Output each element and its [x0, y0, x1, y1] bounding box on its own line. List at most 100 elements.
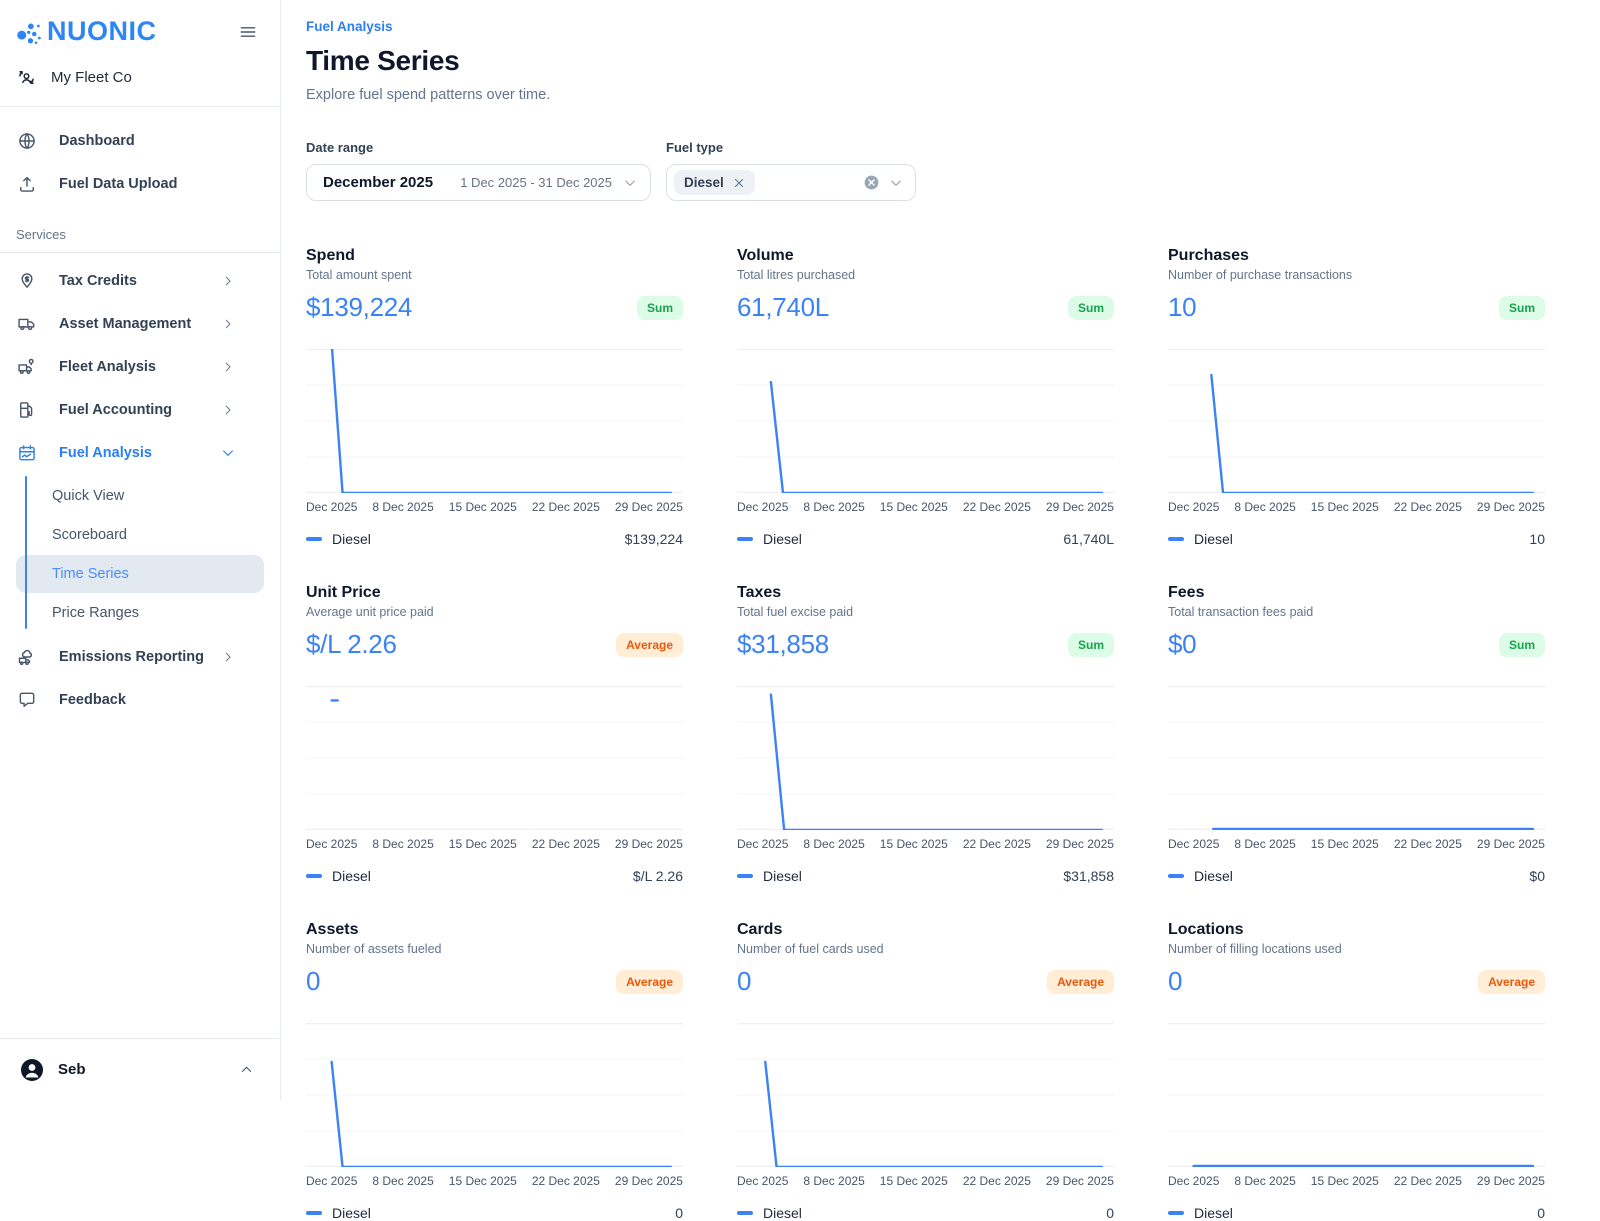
sidebar-subitem-price-ranges[interactable]: Price Ranges: [52, 605, 140, 621]
metric-cards-grid: Spend Total amount spent $139,224 Sum De…: [306, 247, 1600, 1221]
chevron-up-icon: [239, 1062, 254, 1077]
x-axis-tick: Dec 2025: [737, 500, 789, 514]
x-axis-ticks: Dec 2025 8 Dec 2025 15 Dec 2025 22 Dec 2025…: [1168, 1174, 1545, 1188]
x-axis-tick: Dec 2025: [737, 1174, 789, 1188]
main-content: Fuel Analysis Time Series Explore fuel s…: [281, 0, 1600, 1221]
x-axis-tick: Dec 2025: [1168, 1174, 1220, 1188]
sidebar-item-fuel-analysis[interactable]: Fuel Analysis: [0, 431, 280, 474]
x-axis-tick: Dec 2025: [306, 1174, 358, 1188]
pump-icon: [16, 400, 38, 420]
org-switcher[interactable]: My Fleet Co: [0, 59, 280, 106]
legend-series-label: Diesel: [1194, 868, 1233, 884]
sidebar-item-asset-management[interactable]: Asset Management: [0, 302, 280, 345]
sidebar-subitem-quick-view[interactable]: Quick View: [52, 488, 125, 504]
line-chart: [737, 349, 1114, 493]
x-axis-ticks: Dec 2025 8 Dec 2025 15 Dec 2025 22 Dec 2025…: [1168, 837, 1545, 851]
tax-credits-icon: [16, 271, 38, 291]
page-title: Time Series: [306, 45, 460, 76]
fuel-type-chip[interactable]: Diesel: [674, 170, 755, 195]
x-axis-tick: 22 Dec 2025: [531, 1174, 600, 1188]
x-axis-tick: 29 Dec 2025: [614, 500, 683, 514]
card-title: Cards: [737, 921, 783, 938]
chevron-down-icon: [888, 175, 904, 191]
sidebar-item-label: Feedback: [59, 691, 126, 708]
x-axis-tick: 29 Dec 2025: [1476, 837, 1545, 851]
sidebar-subitem-time-series[interactable]: Time Series: [16, 555, 264, 593]
sidebar-nav-top: Dashboard Fuel Data Upload: [0, 107, 280, 205]
fuel-type-select[interactable]: Diesel: [666, 164, 916, 201]
x-axis-tick: 22 Dec 2025: [531, 837, 600, 851]
x-axis-tick: 29 Dec 2025: [1045, 500, 1114, 514]
chart-legend: Diesel $/L 2.26: [306, 868, 683, 884]
sidebar-item-emissions-reporting[interactable]: Emissions Reporting: [0, 635, 280, 678]
card-subtitle: Total fuel excise paid: [737, 605, 854, 619]
sidebar-item-label: Fuel Accounting: [59, 401, 173, 418]
chevron-right-icon: [217, 274, 239, 288]
x-axis-tick: 8 Dec 2025: [803, 1174, 865, 1188]
sidebar-item-dashboard[interactable]: Dashboard: [0, 119, 280, 162]
legend-series-value: $31,858: [1063, 868, 1114, 884]
x-axis-tick: 8 Dec 2025: [803, 500, 865, 514]
clear-all-icon[interactable]: [864, 175, 879, 190]
sidebar-submenu: Quick View Scoreboard Time Series Price Ran…: [0, 474, 280, 635]
legend-series-dash: [1168, 537, 1184, 541]
chart-legend: Diesel 61,740L: [737, 531, 1114, 547]
chart-legend: Diesel $0: [1168, 868, 1545, 884]
line-chart: [737, 1023, 1114, 1167]
logo-text: NUONIC: [47, 16, 157, 46]
sidebar-item-fuel-data-upload[interactable]: Fuel Data Upload: [0, 162, 280, 205]
sidebar-item-label: Tax Credits: [59, 272, 137, 289]
sidebar-item-fleet-analysis[interactable]: Fleet Analysis: [0, 345, 280, 388]
x-axis-tick: 8 Dec 2025: [1234, 500, 1296, 514]
x-axis-ticks: Dec 2025 8 Dec 2025 15 Dec 2025 22 Dec 2025…: [306, 837, 683, 851]
x-axis-ticks: Dec 2025 8 Dec 2025 15 Dec 2025 22 Dec 2025…: [737, 1174, 1114, 1188]
user-name: Seb: [58, 1061, 86, 1078]
card-value: 0: [1168, 966, 1183, 996]
x-axis-tick: Dec 2025: [1168, 500, 1220, 514]
sidebar-item-tax-credits[interactable]: Tax Credits: [0, 259, 280, 302]
hamburger-menu-icon[interactable]: [238, 22, 258, 42]
x-axis-tick: 15 Dec 2025: [879, 500, 948, 514]
chevron-down-icon: [622, 175, 638, 191]
card-title: Taxes: [737, 584, 782, 601]
metric-card-taxes: Taxes Total fuel excise paid $31,858 Sum…: [737, 584, 1114, 884]
legend-series-dash: [737, 1211, 753, 1215]
chip-remove-icon[interactable]: [733, 177, 745, 189]
x-axis-tick: 8 Dec 2025: [803, 837, 865, 851]
aggregation-badge: Average: [616, 970, 683, 994]
sidebar-item-fuel-accounting[interactable]: Fuel Accounting: [0, 388, 280, 431]
logo-row: NUONIC: [0, 0, 280, 59]
legend-series-dash: [1168, 1211, 1184, 1215]
x-axis-tick: 22 Dec 2025: [1393, 500, 1462, 514]
sidebar-services-nav: Tax Credits Asset Management Fleet Analysi…: [0, 253, 280, 721]
card-title: Assets: [306, 921, 359, 938]
chart-legend: Diesel $139,224: [306, 531, 683, 547]
x-axis-tick: 8 Dec 2025: [372, 500, 434, 514]
line-chart: [737, 686, 1114, 830]
x-axis-tick: 29 Dec 2025: [1476, 500, 1545, 514]
sidebar-item-feedback[interactable]: Feedback: [0, 678, 280, 721]
metric-card-unit-price: Unit Price Average unit price paid $/L 2…: [306, 584, 683, 884]
legend-series-label: Diesel: [332, 531, 371, 547]
date-range-select[interactable]: December 2025 1 Dec 2025 - 31 Dec 2025: [306, 164, 651, 201]
x-axis-tick: 22 Dec 2025: [962, 1174, 1031, 1188]
card-value: 61,740L: [737, 292, 829, 322]
chart-legend: Diesel $31,858: [737, 868, 1114, 884]
sidebar-subitem-scoreboard[interactable]: Scoreboard: [52, 527, 127, 543]
user-menu[interactable]: Seb: [0, 1038, 280, 1100]
x-axis-tick: 22 Dec 2025: [1393, 837, 1462, 851]
card-value: 0: [306, 966, 321, 996]
date-range-label: Date range: [306, 140, 374, 155]
x-axis-tick: 15 Dec 2025: [448, 500, 517, 514]
breadcrumb[interactable]: Fuel Analysis: [306, 19, 393, 34]
card-title: Fees: [1168, 584, 1205, 601]
fuel-analysis-icon: [16, 443, 38, 463]
card-value: $0: [1168, 629, 1197, 659]
legend-series-label: Diesel: [763, 868, 802, 884]
fuel-type-filter: Fuel type Diesel: [666, 140, 916, 201]
legend-series-value: 10: [1529, 531, 1545, 547]
x-axis-tick: 22 Dec 2025: [531, 500, 600, 514]
legend-series-value: 61,740L: [1063, 531, 1114, 547]
legend-series-label: Diesel: [1194, 1205, 1233, 1221]
nuonic-logo[interactable]: NUONIC: [14, 16, 157, 47]
